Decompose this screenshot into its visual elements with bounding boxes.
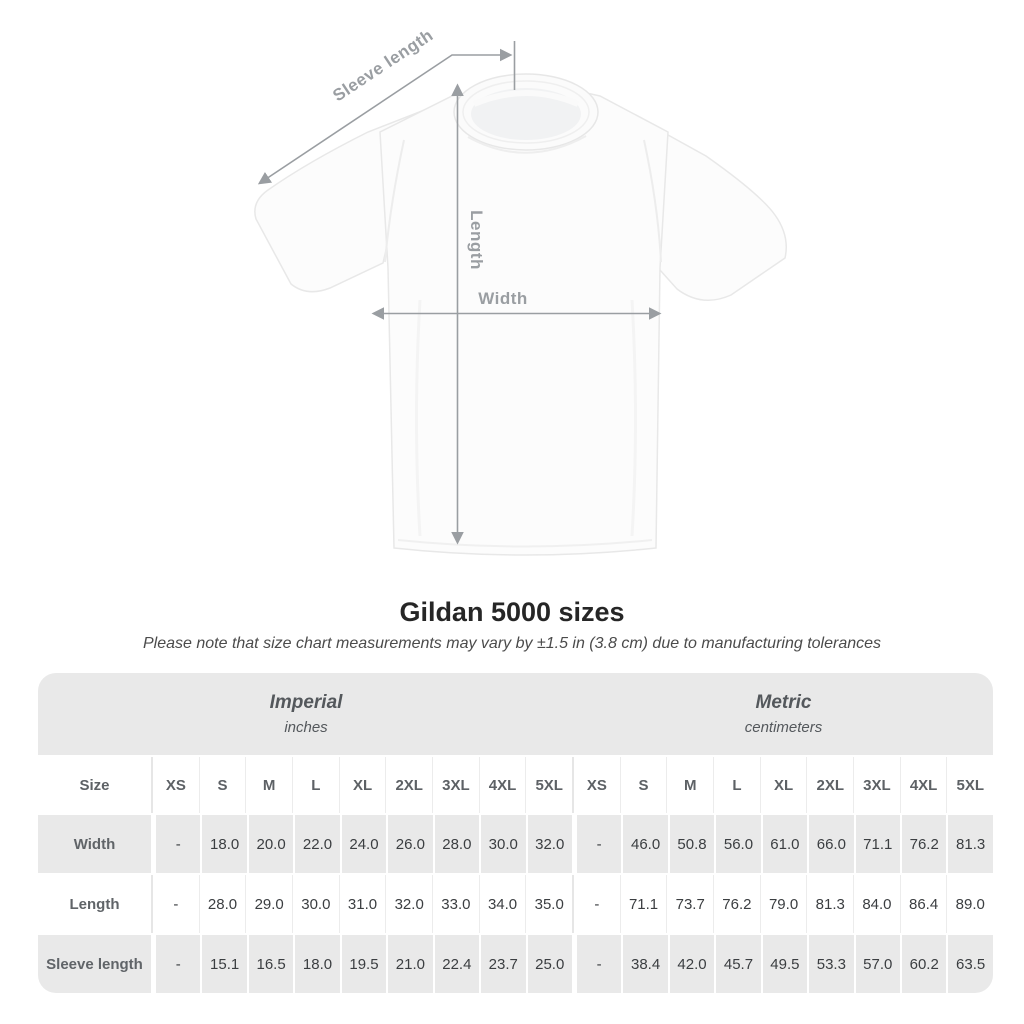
value-cell: 57.0 (853, 935, 900, 993)
size-header-cell: 3XL (432, 757, 479, 813)
value-cell: 19.5 (339, 935, 387, 993)
value-cell: 38.4 (621, 935, 668, 993)
size-header-cell: 5XL (946, 757, 994, 813)
value-cell: 15.1 (200, 935, 247, 993)
value-cell: 16.5 (246, 935, 294, 993)
page-subtitle: Please note that size chart measurements… (142, 635, 882, 652)
value-cell: 20.0 (246, 815, 294, 873)
size-header-cell: M (666, 757, 714, 813)
size-header-row: Size XS S M L XL 2XL 3XL 4XL 5XL XS S M L XL 2XL 3XL 4XL 5… (38, 757, 994, 813)
value-cell: 89.0 (946, 875, 994, 933)
value-cell: 23.7 (479, 935, 526, 993)
size-header-cell: 4XL (899, 757, 947, 813)
size-header-cell: 5XL (525, 757, 573, 813)
table-row: Width -18.0 20.0 22.0 24.0 26.0 28.0 30.0 32.0-4… (38, 815, 993, 873)
value-cell: 22.0 (293, 815, 340, 873)
value-cell: 34.0 (478, 875, 526, 933)
value-cell: - (151, 875, 199, 933)
value-cell: 18.0 (293, 935, 340, 993)
tshirt-image (254, 73, 787, 556)
value-cell: 33.0 (432, 875, 479, 933)
width-label: Width (478, 289, 528, 308)
value-cell: 18.0 (200, 815, 247, 873)
value-cell: 25.0 (525, 935, 572, 993)
size-header-cell: L (292, 757, 339, 813)
tshirt-measurement-diagram: Sleeve length Length Width (254, 25, 787, 556)
value-cell: 45.7 (714, 935, 761, 993)
value-cell: 30.0 (292, 875, 339, 933)
value-cell: 22.4 (432, 935, 480, 993)
value-cell: 28.0 (432, 815, 480, 873)
value-cell: 35.0 (525, 875, 573, 933)
value-cell: 71.1 (853, 815, 900, 873)
value-cell: 60.2 (900, 935, 947, 993)
value-cell: - (151, 935, 201, 993)
value-cell: 49.5 (760, 935, 808, 993)
value-cell: 66.0 (807, 815, 854, 873)
size-header-cell: S (619, 757, 667, 813)
length-label: Length (467, 210, 486, 270)
value-cell: 53.3 (807, 935, 854, 993)
value-cell: 71.1 (619, 875, 667, 933)
value-cell: - (572, 875, 620, 933)
value-cell: 26.0 (386, 815, 433, 873)
value-cell: 76.2 (900, 815, 947, 873)
value-cell: 21.0 (386, 935, 433, 993)
row-label: Width (38, 815, 151, 873)
value-cell: 86.4 (899, 875, 947, 933)
metric-label: Metric (755, 692, 812, 713)
imperial-unit-label: inches (284, 719, 328, 736)
value-cell: - (571, 935, 622, 993)
value-cell: 30.0 (479, 815, 526, 873)
value-cell: 42.0 (667, 935, 715, 993)
row-label: Length (38, 875, 151, 933)
row-label: Sleeve length (38, 935, 151, 993)
imperial-header: Imperial inches (38, 673, 574, 755)
value-cell: 32.0 (385, 875, 433, 933)
sleeve-length-label: Sleeve length (329, 25, 436, 105)
sleeve-length-arrow (257, 48, 513, 185)
value-cell: 61.0 (760, 815, 808, 873)
size-header-cell: 2XL (385, 757, 433, 813)
page-title: Gildan 5000 sizes (399, 597, 625, 627)
value-cell: 32.0 (525, 815, 572, 873)
metric-header: Metric centimeters (574, 673, 993, 755)
value-cell: - (571, 815, 622, 873)
size-header-cell: XS (151, 757, 199, 813)
size-header-cell: XL (759, 757, 807, 813)
value-cell: 28.0 (198, 875, 246, 933)
size-header-cell: 4XL (478, 757, 526, 813)
table-row: Sleeve length -15.1 16.5 18.0 19.5 21.0 22.4 23… (38, 935, 993, 993)
value-cell: 81.3 (946, 815, 993, 873)
imperial-label: Imperial (269, 692, 343, 713)
value-cell: - (151, 815, 201, 873)
size-header-cell: 2XL (806, 757, 854, 813)
value-cell: 50.8 (667, 815, 715, 873)
value-cell: 76.2 (713, 875, 760, 933)
size-header-cell: L (713, 757, 760, 813)
size-header-cell: XL (338, 757, 386, 813)
size-header-cell: M (245, 757, 293, 813)
size-header-cell: S (198, 757, 246, 813)
value-cell: 31.0 (338, 875, 386, 933)
size-table-body: Size XS S M L XL 2XL 3XL 4XL 5XL XS S M L XL 2XL 3XL 4XL 5… (38, 757, 994, 993)
table-row: Length -28.0 29.0 30.0 31.0 32.0 33.0 34.0 35.0-… (38, 875, 994, 933)
size-header-cell: XS (572, 757, 620, 813)
value-cell: 79.0 (759, 875, 807, 933)
size-table: Imperial inches Metric centimeters Size X… (38, 673, 994, 993)
value-cell: 73.7 (666, 875, 714, 933)
metric-unit-label: centimeters (744, 719, 823, 736)
size-column-header: Size (38, 757, 151, 813)
value-cell: 56.0 (714, 815, 761, 873)
size-header-cell: 3XL (853, 757, 900, 813)
value-cell: 81.3 (806, 875, 854, 933)
value-cell: 84.0 (853, 875, 900, 933)
value-cell: 29.0 (245, 875, 293, 933)
value-cell: 46.0 (621, 815, 668, 873)
value-cell: 63.5 (946, 935, 993, 993)
unit-header-band: Imperial inches Metric centimeters (38, 673, 993, 755)
value-cell: 24.0 (339, 815, 387, 873)
